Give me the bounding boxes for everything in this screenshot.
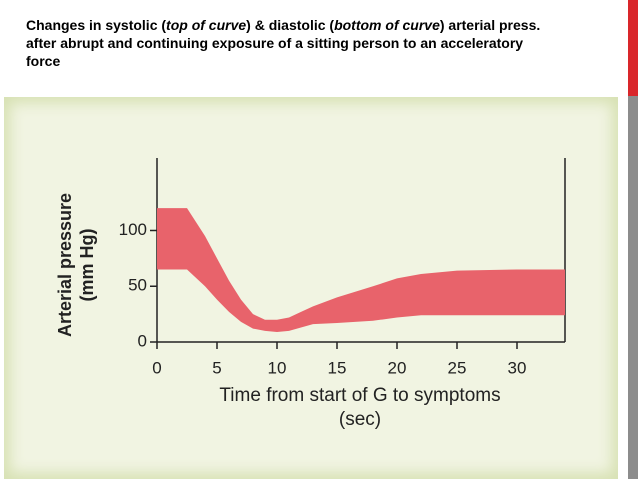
x-tick-label: 30	[508, 358, 527, 377]
y-tick-label: 0	[138, 331, 147, 350]
x-tick-label: 15	[328, 358, 347, 377]
title-part: force	[26, 53, 61, 69]
x-tick-label: 25	[448, 358, 467, 377]
y-axis-label: Arterial pressure	[55, 193, 75, 337]
x-tick-label: 20	[388, 358, 407, 377]
x-tick-label: 0	[152, 358, 161, 377]
x-tick-label: 10	[268, 358, 287, 377]
slide-title: Changes in systolic (top of curve) & dia…	[26, 16, 616, 70]
title-part: bottom of curve	[334, 17, 440, 33]
y-axis-label: (mm Hg)	[77, 229, 97, 302]
y-tick-label: 100	[119, 220, 147, 239]
accent-bar	[628, 0, 638, 96]
title-part: after abrupt and continuing exposure of …	[26, 35, 524, 51]
x-axis-label: Time from start of G to symptoms	[219, 385, 500, 406]
title-part: ) & diastolic (	[246, 17, 335, 33]
x-axis-label: (sec)	[339, 409, 381, 430]
x-tick-label: 5	[212, 358, 221, 377]
title-part: top of curve	[166, 17, 247, 33]
accent-bar	[628, 96, 638, 479]
title-part: ) arterial press.	[439, 17, 541, 33]
title-part: Changes in systolic (	[26, 17, 167, 33]
y-tick-label: 50	[128, 276, 147, 295]
pressure-band	[157, 208, 565, 332]
